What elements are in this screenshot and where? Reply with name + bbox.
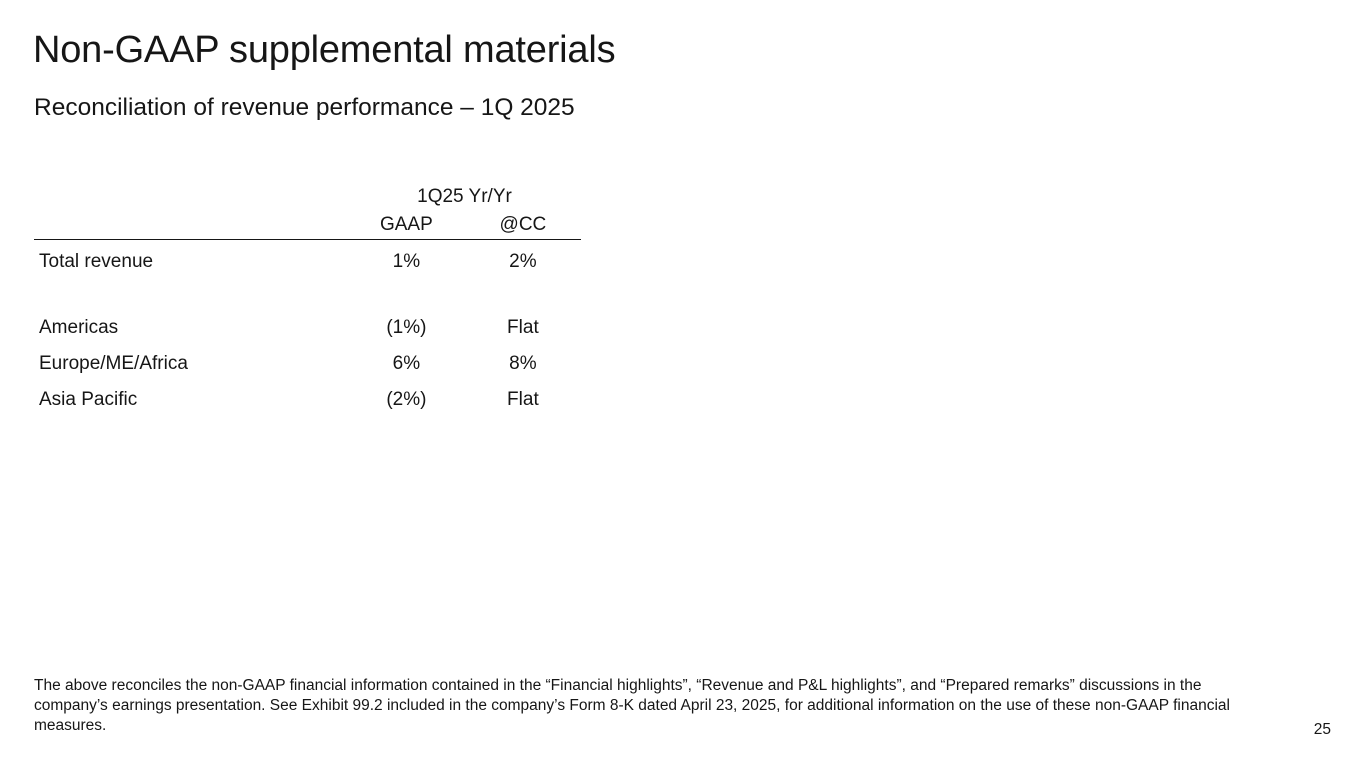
column-header-cc: @CC [464,211,581,240]
gaap-value: (2%) [386,389,427,410]
group-header-1q25-yr-yr: 1Q25 Yr/Yr [417,186,512,207]
row-label: Europe/ME/Africa [39,353,188,374]
table-row-americas: Americas (1%) Flat [34,310,581,346]
gaap-value: 6% [392,353,421,374]
revenue-reconciliation-table: 1Q25 Yr/Yr GAAP @CC Total revenue 1% 2% … [34,183,581,418]
table-group-header-row: 1Q25 Yr/Yr [34,183,581,211]
cc-value: 8% [509,353,537,374]
gaap-value: (1%) [386,317,427,338]
table-row-europe-me-africa: Europe/ME/Africa 6% 8% [34,346,581,382]
spacer-cell [34,284,581,310]
slide-subtitle: Reconciliation of revenue performance – … [34,94,575,121]
cc-value: Flat [507,317,539,338]
page-number: 25 [1313,721,1331,738]
footnote: The above reconciles the non-GAAP financ… [34,677,1230,734]
cc-value: Flat [507,389,539,410]
table-row-total-revenue: Total revenue 1% 2% [34,240,581,285]
table-row-asia-pacific: Asia Pacific (2%) Flat [34,382,581,418]
table-column-header-row: GAAP @CC [34,211,581,240]
row-label: Asia Pacific [39,389,138,410]
column-header-gaap: GAAP [348,211,465,240]
header-empty-cell [34,183,348,211]
cc-value: 2% [509,251,537,272]
slide-title: Non-GAAP supplemental materials [33,29,616,71]
table-spacer-row [34,284,581,310]
row-label: Total revenue [39,251,154,272]
row-label: Americas [39,317,119,338]
header-label-cell [34,211,348,240]
gaap-value: 1% [392,251,421,272]
